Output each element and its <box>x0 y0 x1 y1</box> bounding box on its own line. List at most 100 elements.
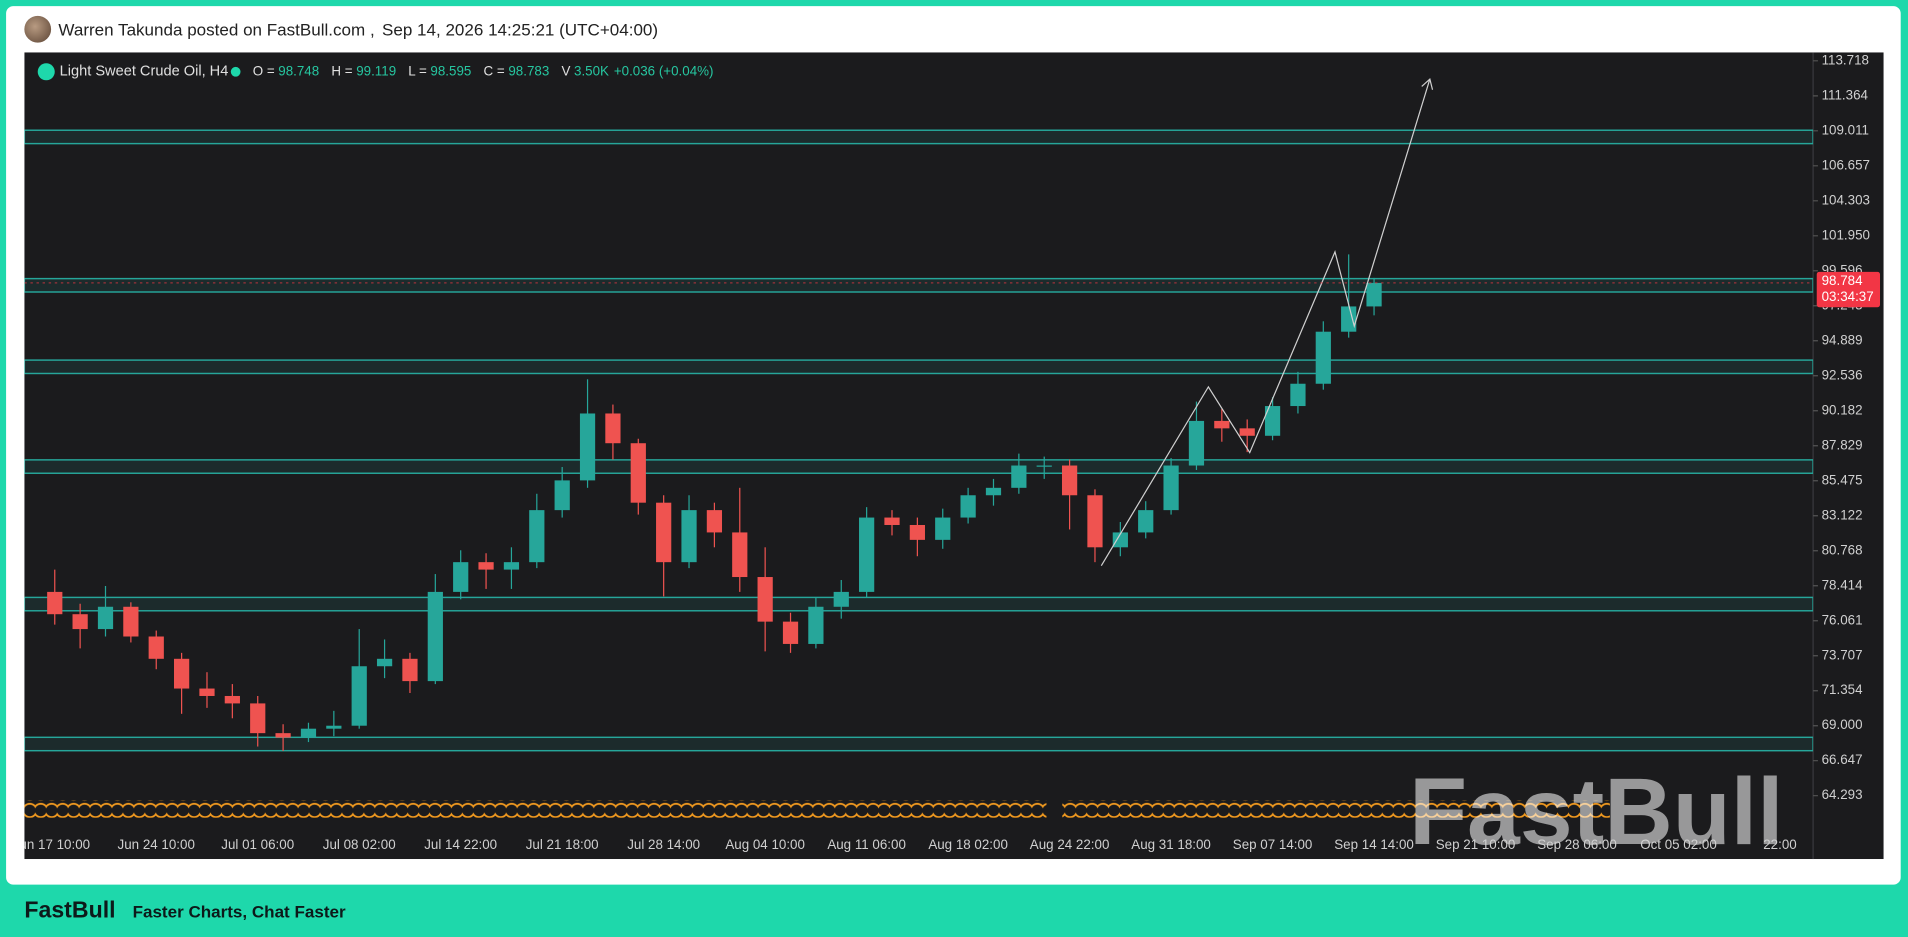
candle-body <box>782 621 799 644</box>
timestamp: Sep 14, 2026 14:25:21 (UTC+04:00) <box>381 19 659 39</box>
y-tick-label: 111.364 <box>1822 87 1869 102</box>
y-tick-label: 85.475 <box>1822 472 1863 487</box>
zone <box>24 277 1814 293</box>
y-tick-label: 106.657 <box>1822 157 1870 172</box>
y-tick-label: 64.293 <box>1822 787 1863 802</box>
candle-body <box>1214 420 1230 429</box>
y-tick-label: 90.182 <box>1822 402 1863 417</box>
watermark: FastBull <box>1409 759 1783 859</box>
x-tick-label: Jul 01 06:00 <box>221 837 294 852</box>
candle-body <box>529 510 545 563</box>
legend-change: +0.036 (+0.04%) <box>614 63 714 78</box>
x-tick-label: Sep 07 14:00 <box>1233 837 1313 852</box>
candle-body <box>960 495 976 518</box>
candle-body <box>656 502 672 563</box>
candle-body <box>681 510 697 563</box>
x-tick-label: 22:00 <box>1763 837 1796 852</box>
candle-body <box>1087 495 1103 548</box>
candle-body <box>909 524 925 540</box>
candle-body <box>97 606 114 630</box>
candle-body <box>123 606 139 637</box>
candle-body <box>1366 282 1382 307</box>
x-tick-label: Aug 11 06:00 <box>827 837 906 852</box>
candle-body <box>402 658 418 682</box>
candle-body <box>1264 406 1281 436</box>
legend-label: L = <box>408 63 427 78</box>
x-tick-label: Jul 14 22:00 <box>424 837 497 852</box>
candle-body <box>72 614 88 630</box>
zone <box>24 459 1814 474</box>
x-tick-label: Oct 05 02:00 <box>1640 837 1717 852</box>
y-tick-label: 83.122 <box>1822 507 1863 522</box>
legend-value: 99.119 <box>356 63 396 78</box>
candle-body <box>859 517 875 592</box>
candle-body <box>427 591 443 682</box>
candle-body <box>706 510 723 533</box>
x-tick-label: Sep 14 14:00 <box>1334 837 1414 852</box>
candle-body <box>326 725 342 729</box>
event-markers <box>1062 800 1610 818</box>
candle-body <box>605 413 621 444</box>
y-tick-label: 76.061 <box>1822 612 1863 627</box>
candle-body <box>884 517 900 525</box>
footer-tagline: Faster Charts, Chat Faster <box>132 901 346 922</box>
legend-label: V <box>561 63 570 78</box>
legend-value: 98.595 <box>430 63 471 78</box>
countdown-label: 03:34:37 <box>1822 289 1874 304</box>
x-tick-label: Jun 24 10:00 <box>118 837 195 852</box>
candle-body <box>1341 306 1357 332</box>
trend-drawing <box>1100 78 1431 567</box>
candle-body <box>275 733 291 738</box>
legend-label: C = <box>484 63 505 78</box>
candle-body <box>833 591 849 607</box>
y-tick-label: 80.768 <box>1822 542 1863 557</box>
candle-body <box>579 413 596 481</box>
chart: Light Sweet Crude Oil, H4 FastBull O = 98… <box>24 52 1884 860</box>
candle-body <box>503 562 520 570</box>
candle-body <box>1290 383 1306 407</box>
candle-body <box>300 728 317 738</box>
chart-title: Light Sweet Crude Oil, H4 <box>60 64 229 80</box>
y-tick-label: 113.718 <box>1822 52 1869 67</box>
x-tick-label: Jul 28 14:00 <box>627 837 700 852</box>
last-price-label: 98.784 <box>1822 273 1863 288</box>
avatar <box>24 15 52 43</box>
x-tick-label: Sep 21 10:00 <box>1436 837 1516 852</box>
legend-value: 98.783 <box>508 63 549 78</box>
candle-body <box>1011 465 1027 488</box>
candle-body <box>174 658 190 689</box>
y-tick-label: 71.354 <box>1822 682 1863 697</box>
candle-body <box>1036 465 1052 467</box>
candle-body <box>732 532 748 578</box>
symbol-icon <box>37 63 55 81</box>
x-tick-label: Aug 04 10:00 <box>725 837 805 852</box>
candle-body <box>250 703 266 734</box>
arrow-head <box>1421 77 1434 90</box>
x-tick-label: Sep 28 06:00 <box>1537 837 1617 852</box>
candle-body <box>1138 510 1154 533</box>
x-tick-label: Jul 21 18:00 <box>526 837 599 852</box>
last-price-box <box>1816 271 1881 308</box>
candle-body <box>148 636 164 659</box>
y-tick-label: 78.414 <box>1822 577 1863 592</box>
author-line: Warren Takunda posted on FastBull.com , <box>58 19 375 39</box>
candle-body <box>199 688 215 696</box>
x-tick-label: Jul 08 02:00 <box>323 837 396 852</box>
candle-body <box>757 577 773 622</box>
zone <box>24 359 1814 375</box>
zone <box>24 596 1814 612</box>
x-tick-label: Aug 31 18:00 <box>1131 837 1211 852</box>
post-header: Warren Takunda posted on FastBull.com , … <box>24 15 659 43</box>
candle-body <box>630 443 646 503</box>
y-tick-label: 104.303 <box>1822 192 1870 207</box>
x-tick-label: un 17 10:00 <box>24 837 90 852</box>
candle-body <box>1239 428 1255 436</box>
candle-body <box>554 480 570 511</box>
plot <box>24 77 1814 752</box>
zone <box>24 736 1814 752</box>
candle-body <box>935 517 951 540</box>
y-tick-label: 73.707 <box>1822 647 1863 662</box>
x-tick-label: Aug 24 22:00 <box>1030 837 1110 852</box>
